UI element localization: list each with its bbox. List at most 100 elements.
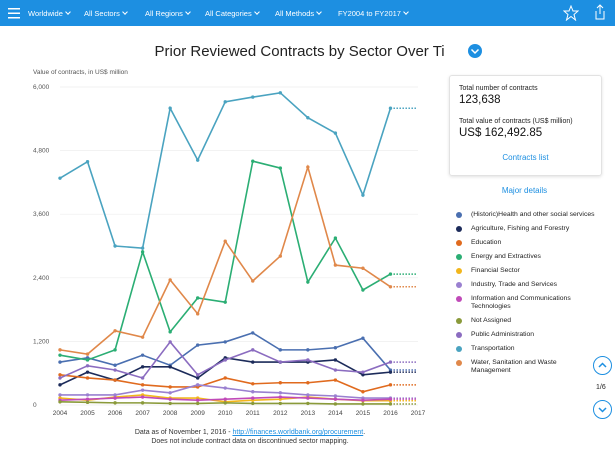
footer-link[interactable]: http://finances.worldbank.org/procuremen… <box>232 429 364 436</box>
filter[interactable]: All Sectors <box>84 9 127 18</box>
count: 123,638 <box>459 94 501 106</box>
legend-label: Transportation <box>471 345 515 352</box>
menu-icon[interactable] <box>8 8 22 20</box>
data-point <box>85 393 90 397</box>
legend-label: (Historic)Health and other social servic… <box>471 211 595 218</box>
data-point <box>251 159 255 163</box>
scroll-up[interactable] <box>593 356 612 375</box>
legend-item[interactable]: Water, Sanitation and Waste Management <box>456 359 596 375</box>
x-tick-label: 2008 <box>163 410 178 417</box>
legend-swatch <box>456 360 462 366</box>
data-point <box>58 393 62 397</box>
data-point <box>140 353 145 357</box>
contracts-link[interactable]: Contracts list <box>502 153 549 162</box>
legend-swatch <box>456 226 462 232</box>
data-point <box>140 395 145 399</box>
data-point <box>361 390 365 394</box>
data-point <box>278 91 283 95</box>
data-point <box>223 340 227 344</box>
y-tick-label: 6,000 <box>33 84 50 91</box>
x-tick-label: 2016 <box>383 410 398 417</box>
star-icon[interactable] <box>563 5 579 21</box>
data-point <box>306 280 310 284</box>
legend-label: Water, Sanitation and Waste Management <box>471 359 557 374</box>
toolbar: Worldwide All Sectors All Regions All Ca… <box>0 0 615 26</box>
data-point <box>58 353 62 357</box>
data-point <box>58 376 62 380</box>
filter[interactable]: All Regions <box>145 9 190 18</box>
data-point <box>168 391 172 395</box>
legend-label: Information and Communications Technolog… <box>471 295 571 310</box>
chart: Prior Reviewed Contracts by Sector Over … <box>33 43 445 417</box>
data-point <box>58 348 62 352</box>
data-point <box>223 397 227 401</box>
data-point <box>113 401 117 405</box>
legend-item[interactable]: Financial Sector <box>456 267 596 275</box>
title-toggle[interactable] <box>465 44 485 58</box>
data-point <box>140 376 145 380</box>
legend-swatch <box>456 332 462 338</box>
data-point <box>58 373 62 377</box>
data-point <box>113 348 117 352</box>
share-icon[interactable] <box>594 4 606 20</box>
legend-item[interactable]: Not Assigned <box>456 317 596 325</box>
data-point <box>168 365 172 369</box>
data-point <box>278 360 283 364</box>
y-axis-label: Value of contracts, in US$ million <box>33 69 128 76</box>
data-point <box>85 352 90 356</box>
x-tick-label: 2010 <box>218 410 233 417</box>
data-point <box>140 250 145 254</box>
data-point <box>251 396 255 400</box>
data-point <box>140 365 145 369</box>
summary-box: Total number of contracts 123,638 Total … <box>449 75 602 176</box>
data-point <box>361 336 365 340</box>
data-point <box>195 376 200 380</box>
x-tick-label: 2004 <box>53 410 68 417</box>
legend-item[interactable]: (Historic)Health and other social servic… <box>456 211 596 219</box>
filter[interactable]: FY2004 to FY2017 <box>338 9 408 18</box>
data-point <box>223 100 227 104</box>
footer: Data as of November 1, 2016 - http://fin… <box>134 429 366 445</box>
x-tick-label: 2017 <box>411 410 426 417</box>
filter[interactable]: All Categories <box>205 9 259 18</box>
legend-swatch <box>456 212 462 218</box>
data-point <box>251 382 255 386</box>
data-point <box>223 376 227 380</box>
data-point <box>168 330 172 334</box>
data-point <box>168 385 172 389</box>
legend-item[interactable]: Information and Communications Technolog… <box>456 295 596 311</box>
details-link[interactable]: Major details <box>501 186 548 195</box>
data-point <box>388 370 393 374</box>
legend-swatch <box>456 346 462 352</box>
data-point <box>113 378 117 382</box>
data-point <box>85 370 90 374</box>
data-point <box>58 400 62 404</box>
data-point <box>306 381 310 385</box>
scroll-down[interactable] <box>593 400 612 419</box>
x-tick-label: 2006 <box>108 410 123 417</box>
data-point <box>140 335 145 339</box>
x-tick-label: 2005 <box>80 410 95 417</box>
legend-item[interactable]: Education <box>456 239 596 247</box>
data-point <box>278 401 283 406</box>
legend-item[interactable]: Public Administration <box>456 331 596 339</box>
pager: 1/6 <box>596 384 606 391</box>
data-point <box>333 368 338 372</box>
legend-label: Energy and Extractives <box>471 253 541 260</box>
legend: (Historic)Health and other social servic… <box>456 211 596 381</box>
legend-item[interactable]: Transportation <box>456 345 596 353</box>
data-point <box>251 331 255 335</box>
legend-item[interactable]: Agriculture, Fishing and Forestry <box>456 225 596 233</box>
legend-swatch <box>456 318 462 324</box>
filter[interactable]: All Methods <box>275 9 321 18</box>
legend-item[interactable]: Energy and Extractives <box>456 253 596 261</box>
legend-label: Financial Sector <box>471 267 520 274</box>
legend-swatch <box>456 268 462 274</box>
data-point <box>251 279 255 283</box>
filter[interactable]: Worldwide <box>28 9 70 18</box>
data-point <box>251 95 255 99</box>
data-point <box>333 236 338 240</box>
data-point <box>278 395 283 399</box>
legend-item[interactable]: Industry, Trade and Services <box>456 281 596 289</box>
chart-title: Prior Reviewed Contracts by Sector Over … <box>155 43 445 60</box>
